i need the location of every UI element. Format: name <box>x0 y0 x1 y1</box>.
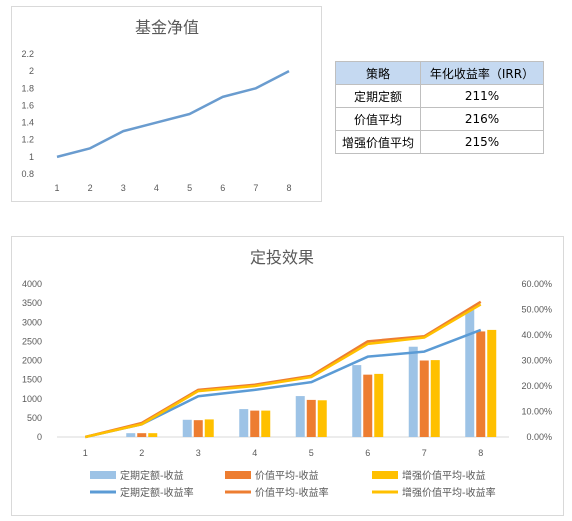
x-tick-label: 1 <box>54 183 59 193</box>
x-tick-label: 3 <box>121 183 126 193</box>
y2-tick-label: 20.00% <box>521 381 552 391</box>
irr-value-cell: 211% <box>420 84 544 108</box>
x-tick-label: 8 <box>478 448 483 458</box>
y-tick-label: 2500 <box>22 336 42 346</box>
bar <box>487 329 497 437</box>
bar <box>430 360 440 437</box>
bar <box>408 346 418 437</box>
y-tick-label: 3500 <box>22 298 42 308</box>
legend-label: 增强价值平均-收益 <box>402 469 486 482</box>
nav-series-line <box>56 70 290 159</box>
y-tick-label: 1 <box>29 152 34 162</box>
x-tick-label: 5 <box>187 183 192 193</box>
irr-value-cell: 216% <box>420 107 544 131</box>
irr-table-header-row: 策略 年化收益率（IRR） <box>335 61 544 85</box>
bar <box>295 396 305 437</box>
bar <box>374 373 384 437</box>
bar <box>363 374 373 437</box>
rate-series-line <box>84 303 482 439</box>
effect-chart-title: 定投效果 <box>250 248 314 267</box>
table-row: 增强价值平均 215% <box>335 130 544 154</box>
y2-tick-label: 10.00% <box>521 407 552 417</box>
bar <box>126 433 136 437</box>
irr-strategy-cell: 增强价值平均 <box>335 130 421 154</box>
y-tick-label: 1.8 <box>21 83 34 93</box>
y-tick-label: 500 <box>27 413 42 423</box>
bar <box>137 433 147 437</box>
x-tick-label: 7 <box>422 448 427 458</box>
y-tick-label: 3000 <box>22 317 42 327</box>
y-tick-label: 2000 <box>22 356 42 366</box>
y-tick-label: 0.8 <box>21 169 34 179</box>
irr-table: 策略 年化收益率（IRR） 定期定额 211% 价值平均 216% 增强价值平均… <box>335 61 544 154</box>
y-tick-label: 2.2 <box>21 49 34 59</box>
irr-header-irr: 年化收益率（IRR） <box>420 61 544 85</box>
x-tick-label: 3 <box>196 448 201 458</box>
irr-value-cell: 215% <box>420 130 544 154</box>
x-tick-label: 4 <box>154 183 159 193</box>
bar <box>182 419 192 437</box>
legend-swatch <box>372 471 398 479</box>
legend-label: 定期定额-收益 <box>120 469 184 482</box>
bar <box>193 420 203 437</box>
y-tick-label: 1.6 <box>21 100 34 110</box>
table-row: 价值平均 216% <box>335 107 544 131</box>
x-tick-label: 7 <box>253 183 258 193</box>
x-tick-label: 1 <box>83 448 88 458</box>
legend-swatch <box>225 471 251 479</box>
bar <box>204 419 214 437</box>
bar <box>148 433 158 437</box>
bar <box>419 360 429 437</box>
x-tick-label: 6 <box>220 183 225 193</box>
bar <box>261 410 271 437</box>
y2-tick-label: 60.00% <box>521 279 552 289</box>
y-tick-label: 1000 <box>22 394 42 404</box>
irr-strategy-cell: 定期定额 <box>335 84 421 108</box>
x-tick-label: 6 <box>365 448 370 458</box>
nav-chart: 基金净值 0.8 1 1.2 1.4 1.6 1.8 2 2.2 1 2 3 4 5 6 7 8 <box>21 18 291 193</box>
irr-strategy-cell: 价值平均 <box>335 107 421 131</box>
y2-tick-label: 50.00% <box>521 305 552 315</box>
y-tick-label: 1.4 <box>21 118 34 128</box>
y-tick-label: 1.2 <box>21 135 34 145</box>
bar <box>352 365 362 437</box>
irr-header-strategy: 策略 <box>335 61 421 85</box>
y-tick-label: 2 <box>29 66 34 76</box>
legend-label: 增强价值平均-收益率 <box>402 486 496 499</box>
legend-label: 价值平均-收益 <box>255 469 319 482</box>
bar <box>306 399 316 437</box>
table-row: 定期定额 211% <box>335 84 544 108</box>
x-tick-label: 8 <box>286 183 291 193</box>
y2-tick-label: 40.00% <box>521 330 552 340</box>
effect-chart: 定投效果 0 500 1000 1500 2000 2500 3000 3500 4000 0.… <box>22 248 552 499</box>
legend-label: 价值平均-收益率 <box>255 486 329 499</box>
y-tick-label: 0 <box>37 432 42 442</box>
nav-chart-panel: 基金净值 0.8 1 1.2 1.4 1.6 1.8 2 2.2 1 2 3 4 5 6 7 8 <box>11 6 322 202</box>
bar <box>476 331 486 437</box>
bar <box>465 310 475 437</box>
y2-tick-label: 30.00% <box>521 356 552 366</box>
x-tick-label: 2 <box>139 448 144 458</box>
bar <box>239 409 249 437</box>
effect-chart-panel: 定投效果 0 500 1000 1500 2000 2500 3000 3500 4000 0.… <box>11 236 564 516</box>
x-tick-label: 5 <box>309 448 314 458</box>
legend-swatch <box>90 471 116 479</box>
x-tick-label: 4 <box>252 448 257 458</box>
nav-chart-title: 基金净值 <box>135 18 199 37</box>
y-tick-label: 1500 <box>22 375 42 385</box>
legend-label: 定期定额-收益率 <box>120 486 194 499</box>
y2-tick-label: 0.00% <box>526 432 552 442</box>
y-tick-label: 4000 <box>22 279 42 289</box>
bar <box>250 410 260 437</box>
bar <box>317 400 327 437</box>
x-tick-label: 2 <box>88 183 93 193</box>
